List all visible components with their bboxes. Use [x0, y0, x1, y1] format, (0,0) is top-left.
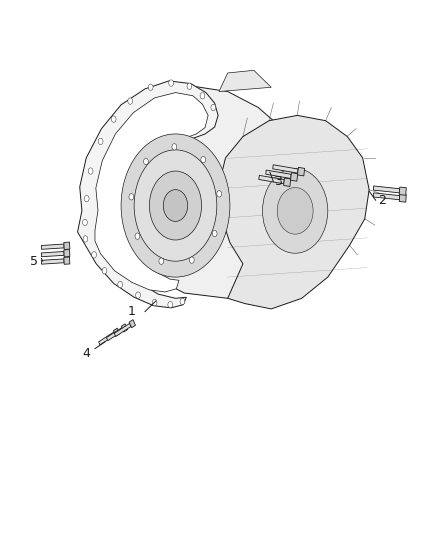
Ellipse shape: [187, 83, 192, 90]
Polygon shape: [114, 324, 131, 336]
Text: 4: 4: [82, 348, 90, 360]
Ellipse shape: [83, 236, 88, 242]
Polygon shape: [64, 242, 70, 249]
Ellipse shape: [102, 268, 107, 274]
Ellipse shape: [149, 171, 201, 240]
Ellipse shape: [144, 158, 148, 165]
Ellipse shape: [172, 144, 177, 150]
Polygon shape: [283, 178, 291, 187]
Ellipse shape: [84, 196, 89, 202]
Ellipse shape: [163, 190, 187, 221]
Ellipse shape: [212, 230, 217, 237]
Polygon shape: [266, 170, 291, 179]
Polygon shape: [373, 193, 399, 200]
Ellipse shape: [92, 252, 96, 258]
Text: 5: 5: [30, 255, 38, 268]
Polygon shape: [290, 173, 298, 181]
Ellipse shape: [152, 300, 157, 306]
Polygon shape: [64, 257, 70, 264]
Polygon shape: [106, 328, 123, 341]
Ellipse shape: [217, 191, 222, 197]
Polygon shape: [129, 320, 135, 328]
Ellipse shape: [121, 134, 230, 277]
Ellipse shape: [168, 302, 173, 308]
Polygon shape: [273, 165, 298, 173]
Ellipse shape: [136, 292, 141, 298]
Ellipse shape: [98, 138, 103, 144]
Ellipse shape: [128, 98, 133, 104]
Polygon shape: [64, 249, 70, 257]
Ellipse shape: [118, 281, 123, 288]
Text: 3: 3: [274, 175, 282, 188]
Ellipse shape: [129, 193, 134, 200]
Ellipse shape: [88, 168, 93, 174]
Ellipse shape: [277, 188, 313, 234]
Ellipse shape: [135, 233, 140, 239]
Text: 2: 2: [378, 193, 386, 207]
Polygon shape: [399, 194, 406, 202]
Polygon shape: [41, 259, 64, 264]
Polygon shape: [297, 167, 305, 176]
Polygon shape: [41, 252, 64, 257]
Polygon shape: [41, 244, 64, 249]
Ellipse shape: [200, 93, 205, 99]
Polygon shape: [399, 187, 406, 195]
Polygon shape: [113, 328, 120, 336]
Ellipse shape: [134, 150, 217, 261]
Ellipse shape: [159, 258, 164, 264]
Ellipse shape: [111, 116, 116, 122]
Ellipse shape: [189, 257, 194, 263]
Polygon shape: [99, 332, 115, 345]
Polygon shape: [78, 81, 218, 308]
Ellipse shape: [201, 156, 206, 163]
Polygon shape: [219, 115, 369, 309]
Ellipse shape: [211, 104, 216, 111]
Polygon shape: [95, 93, 208, 292]
Polygon shape: [259, 175, 284, 184]
Ellipse shape: [169, 80, 173, 86]
Polygon shape: [119, 86, 323, 298]
Text: 1: 1: [128, 305, 136, 318]
Polygon shape: [121, 324, 127, 332]
Ellipse shape: [180, 298, 185, 305]
Ellipse shape: [148, 84, 153, 91]
Ellipse shape: [82, 219, 87, 225]
Polygon shape: [219, 70, 271, 92]
Polygon shape: [373, 186, 399, 193]
Ellipse shape: [262, 168, 328, 253]
